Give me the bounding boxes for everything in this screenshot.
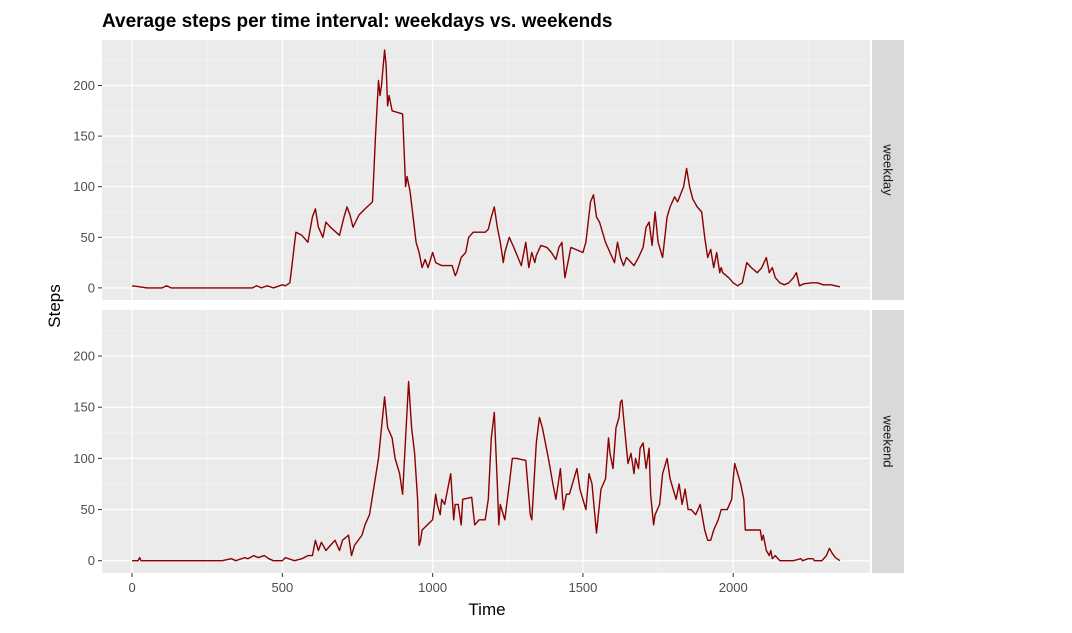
- x-tick-label: 0: [128, 580, 135, 595]
- panel-background: [102, 310, 870, 573]
- facet-strip: [872, 310, 904, 573]
- x-axis-title: Time: [468, 600, 505, 619]
- series-line-weekday: [132, 49, 841, 289]
- x-tick-label: 2000: [719, 580, 748, 595]
- y-axis-title: Steps: [45, 284, 64, 327]
- y-tick-label: 150: [73, 129, 95, 144]
- facet-strip: [872, 40, 904, 300]
- y-tick-label: 50: [81, 230, 95, 245]
- facet-label-weekend: weekend: [881, 414, 896, 467]
- panel-weekend: 0 50 100 150 200 weekend: [73, 310, 904, 573]
- facet-label-weekday: weekday: [881, 143, 896, 196]
- series-line-weekend: [132, 380, 841, 562]
- y-tick-label: 200: [73, 78, 95, 93]
- x-tick-label: 500: [272, 580, 294, 595]
- panel-weekday: 0 50 100 150 200 weekday: [73, 40, 904, 300]
- x-tick-label: 1500: [568, 580, 597, 595]
- y-tick-label: 100: [73, 451, 95, 466]
- y-tick-label: 200: [73, 349, 95, 364]
- y-tick-label: 0: [88, 280, 95, 295]
- y-tick-label: 50: [81, 502, 95, 517]
- panel-background: [102, 40, 870, 300]
- panels-layer: 0 50 100 150 200 weekday 0 50 100 150 200 weekend: [73, 40, 904, 573]
- chart-title: Average steps per time interval: weekday…: [102, 11, 612, 32]
- y-tick-label: 150: [73, 400, 95, 415]
- y-tick-label: 0: [88, 553, 95, 568]
- x-tick-label: 1000: [418, 580, 447, 595]
- y-tick-label: 100: [73, 179, 95, 194]
- x-axis: 0 500 1000 1500 2000: [128, 573, 748, 595]
